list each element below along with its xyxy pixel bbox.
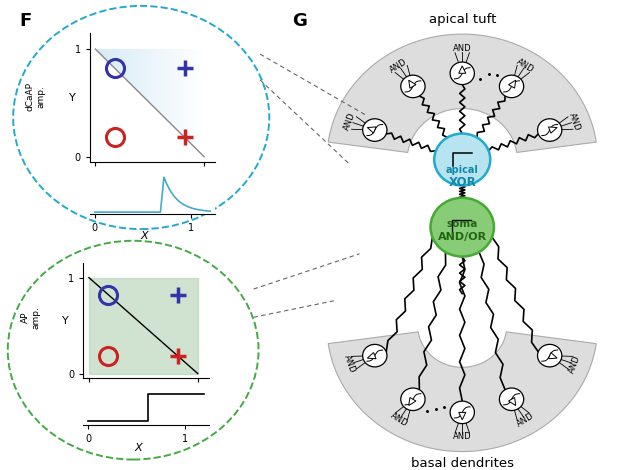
Text: X: X bbox=[141, 231, 148, 241]
Polygon shape bbox=[367, 127, 376, 133]
Text: F: F bbox=[19, 12, 31, 30]
Circle shape bbox=[450, 401, 474, 423]
Y-axis label: Y: Y bbox=[69, 93, 75, 102]
Circle shape bbox=[363, 119, 387, 141]
Circle shape bbox=[363, 345, 387, 367]
Text: AND: AND bbox=[567, 354, 582, 374]
Polygon shape bbox=[548, 127, 557, 133]
Text: G: G bbox=[292, 12, 307, 30]
Polygon shape bbox=[508, 398, 516, 406]
Text: apical tuft: apical tuft bbox=[429, 13, 496, 25]
Circle shape bbox=[401, 388, 425, 411]
Polygon shape bbox=[409, 80, 416, 88]
Text: dCaAP
amp.: dCaAP amp. bbox=[26, 82, 45, 111]
Text: X: X bbox=[134, 443, 142, 453]
Polygon shape bbox=[328, 34, 596, 152]
Circle shape bbox=[431, 198, 494, 257]
Text: AND: AND bbox=[516, 57, 536, 74]
Polygon shape bbox=[458, 412, 466, 420]
Text: AND/OR: AND/OR bbox=[438, 232, 487, 242]
Circle shape bbox=[434, 133, 490, 186]
Text: AND: AND bbox=[453, 432, 472, 441]
Polygon shape bbox=[409, 398, 416, 406]
Circle shape bbox=[401, 75, 425, 98]
Circle shape bbox=[499, 388, 524, 411]
Y-axis label: Y: Y bbox=[62, 316, 69, 326]
Polygon shape bbox=[508, 80, 516, 88]
Text: AND: AND bbox=[343, 354, 358, 374]
Text: soma: soma bbox=[447, 219, 478, 229]
Text: AND: AND bbox=[388, 411, 409, 429]
Text: AP
amp.: AP amp. bbox=[21, 306, 40, 329]
Polygon shape bbox=[548, 352, 557, 359]
Polygon shape bbox=[328, 332, 596, 452]
Text: AND: AND bbox=[453, 44, 472, 53]
Polygon shape bbox=[458, 66, 466, 73]
Text: apical: apical bbox=[446, 165, 479, 175]
Text: XOR: XOR bbox=[448, 176, 476, 189]
Circle shape bbox=[450, 62, 474, 85]
Circle shape bbox=[499, 75, 524, 98]
Text: AND: AND bbox=[343, 111, 358, 132]
Text: AND: AND bbox=[516, 411, 536, 429]
Text: basal dendrites: basal dendrites bbox=[411, 457, 514, 470]
Text: AND: AND bbox=[567, 111, 582, 132]
Text: AND: AND bbox=[388, 57, 409, 74]
Polygon shape bbox=[367, 352, 376, 359]
Circle shape bbox=[537, 345, 562, 367]
Circle shape bbox=[537, 119, 562, 141]
